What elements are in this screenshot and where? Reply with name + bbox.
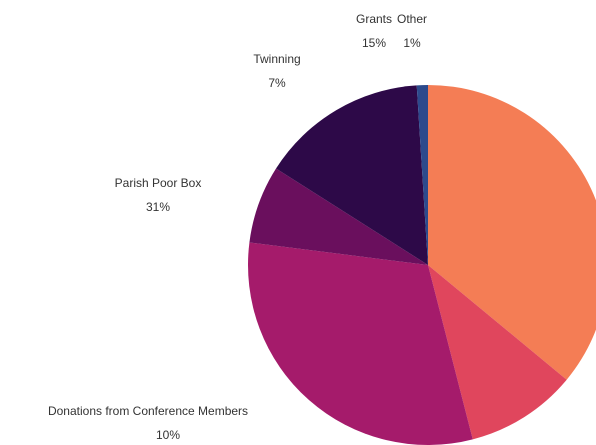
slice-label: Parish Poor Box <box>115 176 202 190</box>
pie-slice <box>416 85 428 265</box>
pie-slice <box>276 85 428 265</box>
value-label: 31% <box>146 200 170 214</box>
pie-slice <box>249 168 428 265</box>
value-label: 15% <box>362 36 386 50</box>
slice-label: Donations from Conference Members <box>48 404 248 418</box>
pie-slice <box>428 265 567 440</box>
value-label: 10% <box>156 428 180 442</box>
pie-slice <box>428 85 596 380</box>
value-label: 7% <box>268 76 286 90</box>
pie-slice <box>248 242 473 445</box>
slice-label: Other <box>397 12 427 26</box>
value-label: 1% <box>403 36 421 50</box>
slice-label: Twinning <box>253 52 300 66</box>
slice-label: Grants <box>356 12 392 26</box>
